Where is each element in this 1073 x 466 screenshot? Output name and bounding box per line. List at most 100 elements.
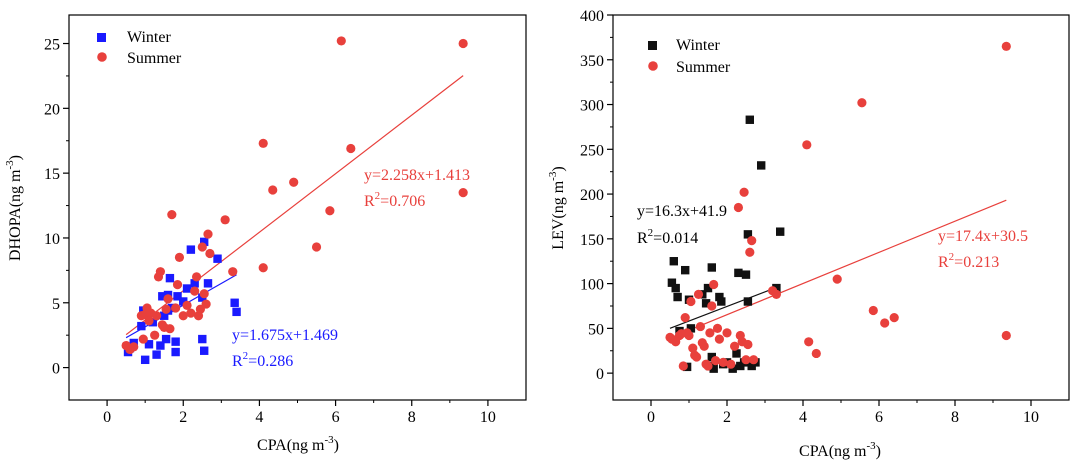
winter-point [743, 297, 753, 306]
x-tick-label: 10 [480, 409, 496, 426]
x-tick-label: 2 [723, 409, 731, 426]
summer-point [268, 185, 278, 195]
x-tick-label: 8 [408, 409, 416, 426]
summer-point [258, 263, 268, 273]
winter-point [743, 230, 753, 239]
summer-fit-line [669, 199, 1007, 339]
summer-point [733, 202, 744, 213]
summer-point [161, 304, 171, 314]
winter-point [144, 340, 154, 349]
y-tick-label: 400 [580, 8, 604, 25]
summer-point [163, 294, 173, 304]
summer-point [228, 267, 238, 277]
summer-point [688, 343, 698, 353]
x-tick-label: 0 [103, 409, 111, 426]
winter-point [171, 347, 180, 357]
summer-point [739, 187, 749, 197]
winter-point [173, 292, 182, 301]
summer-point [747, 236, 757, 246]
winter-fit-line [669, 285, 781, 329]
x-tick-label: 10 [1023, 409, 1039, 426]
summer-point [150, 330, 160, 340]
winter-fit-annotation: y=16.3x+41.9 R2=0.014 [637, 203, 727, 247]
winter-fit-annotation: y=1.675x+1.469 R2=0.286 [232, 327, 338, 370]
summer-point [699, 341, 709, 351]
summer-point [889, 313, 899, 323]
winter-point [140, 355, 150, 365]
summer-point [693, 289, 704, 299]
y-tick-label: 10 [44, 231, 60, 248]
winter-point [198, 334, 207, 344]
winter-point [156, 341, 165, 350]
summer-point [695, 321, 706, 332]
winter-point [186, 245, 196, 254]
summer-point [711, 356, 721, 366]
winter-point [232, 307, 241, 317]
winter-fit-r2: R2=0.014 [637, 227, 698, 247]
y-tick-label: 15 [44, 166, 60, 183]
summer-point [325, 206, 335, 216]
summer-point [182, 300, 192, 310]
y-tick-label: 0 [596, 366, 604, 383]
legend: Winter Summer [97, 29, 182, 67]
winter-point [709, 364, 718, 373]
winter-fit-equation: y=1.675x+1.469 [232, 327, 338, 344]
winter-point [772, 283, 781, 293]
winter-point [152, 350, 161, 359]
summer-point [165, 324, 175, 334]
summer-point [199, 289, 209, 299]
summer-point [458, 187, 468, 198]
winter-fit-equation: y=16.3x+41.9 [637, 203, 727, 220]
winter-point [158, 292, 167, 301]
summer-fit-r2: R2=0.706 [364, 190, 425, 210]
summer-point [771, 289, 782, 299]
summer-point [203, 229, 213, 239]
legend: Winter Summer [648, 37, 731, 76]
summer-point [868, 305, 878, 316]
summer-point [678, 361, 688, 371]
winter-point [199, 346, 209, 355]
summer-point [191, 272, 202, 282]
summer-point [186, 308, 196, 318]
summer-point [680, 313, 690, 323]
winter-point [161, 334, 171, 344]
summer-point [346, 143, 356, 154]
winter-point [230, 298, 239, 307]
winter-point [681, 265, 690, 275]
summer-fit-r2: R2=0.213 [938, 251, 999, 271]
summer-point [171, 303, 181, 313]
summer-point [804, 337, 814, 347]
y-tick-label: 0 [52, 361, 60, 378]
legend-winter-marker [648, 41, 657, 50]
winter-point [182, 284, 192, 293]
summer-point [1001, 330, 1011, 341]
summer-point [129, 342, 139, 352]
winter-point [686, 324, 696, 333]
winter-point [728, 364, 737, 373]
summer-point [174, 252, 185, 263]
summer-point [712, 323, 723, 333]
summer-point [684, 330, 694, 341]
legend-winter-marker [97, 33, 106, 42]
winter-point [171, 337, 180, 346]
winter-point [137, 321, 146, 331]
winter-point [707, 352, 716, 362]
summer-point [178, 311, 188, 321]
winter-point [667, 278, 677, 287]
y-tick-label: 5 [52, 296, 60, 313]
summer-point [201, 299, 211, 309]
summer-fit-annotation: y=2.258x+1.413 R2=0.706 [364, 167, 470, 210]
legend-winter-label: Winter [676, 37, 720, 54]
summer-point [167, 210, 177, 220]
summer-point [138, 334, 148, 344]
summer-point [336, 36, 346, 46]
summer-point [1001, 41, 1011, 51]
summer-point [151, 311, 162, 321]
x-tick-label: 6 [875, 409, 883, 426]
y-tick-label: 250 [580, 142, 604, 159]
winter-point [179, 297, 188, 306]
winter-fit-r2: R2=0.286 [232, 350, 293, 370]
summer-point [802, 140, 812, 150]
